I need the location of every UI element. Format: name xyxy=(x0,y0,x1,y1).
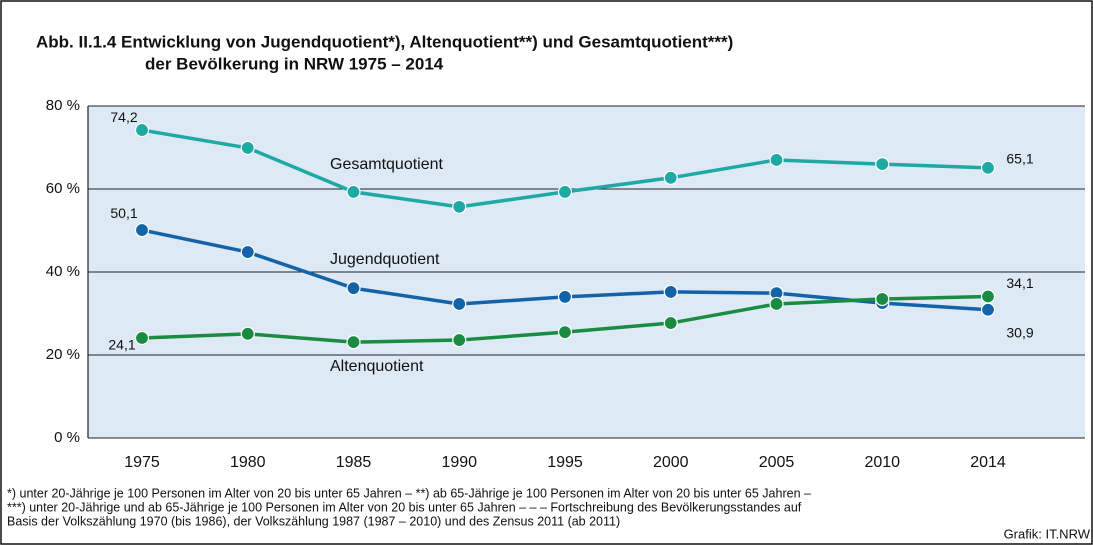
marker xyxy=(240,140,255,156)
marker xyxy=(980,160,996,175)
y-tick-label: 20 % xyxy=(46,346,80,363)
footnote: ***) unter 20-Jährige und ab 65-Jährige … xyxy=(7,500,802,514)
y-tick-label: 80 % xyxy=(46,97,80,114)
data-label: 74,2 xyxy=(110,109,137,125)
y-tick-label: 60 % xyxy=(46,180,80,197)
x-tick-label: 2000 xyxy=(653,454,689,471)
y-tick-label: 0 % xyxy=(54,429,80,446)
data-label: 65,1 xyxy=(1006,151,1033,167)
marker xyxy=(134,330,150,346)
marker xyxy=(557,325,573,340)
x-tick-label: 1990 xyxy=(441,454,477,471)
x-tick-label: 1980 xyxy=(230,454,266,471)
data-label: 24,1 xyxy=(108,337,135,353)
marker xyxy=(346,184,361,200)
marker xyxy=(769,296,784,312)
data-label: 34,1 xyxy=(1006,275,1033,291)
source: Grafik: IT.NRW xyxy=(1004,526,1091,541)
x-tick-label: 1995 xyxy=(547,454,583,471)
marker xyxy=(980,289,996,304)
marker xyxy=(134,222,150,238)
data-label: 30,9 xyxy=(1006,324,1033,340)
marker xyxy=(346,335,361,350)
chart-title: Abb. II.1.4 Entwicklung von Jugendquotie… xyxy=(36,32,733,51)
marker xyxy=(452,199,467,214)
marker xyxy=(663,284,678,300)
series-label: Jugendquotient xyxy=(330,251,440,268)
y-tick-label: 40 % xyxy=(46,263,80,280)
marker xyxy=(769,152,784,168)
marker xyxy=(663,170,678,185)
footnote: *) unter 20-Jährige je 100 Personen im A… xyxy=(7,486,811,500)
marker xyxy=(557,289,573,304)
series-label: Gesamtquotient xyxy=(330,156,444,173)
data-label: 50,1 xyxy=(110,205,137,221)
marker xyxy=(134,122,150,138)
series-label: Altenquotient xyxy=(330,358,424,375)
marks: 0 % 20 % 40 % 60 % 80 % 1975 1980 1985 1990 1995 2… xyxy=(46,97,1085,471)
x-tick-label: 1975 xyxy=(124,454,160,471)
chart-subtitle: der Bevölkerung in NRW 1975 – 2014 xyxy=(145,54,444,73)
marker xyxy=(346,281,361,296)
marker xyxy=(240,326,255,341)
marker xyxy=(557,184,573,200)
x-tick-label: 2005 xyxy=(759,454,795,471)
x-tick-label: 2010 xyxy=(864,454,900,471)
marker xyxy=(875,291,890,307)
marker xyxy=(240,244,255,260)
marker xyxy=(980,302,996,317)
x-tick-label: 1985 xyxy=(336,454,372,471)
x-tick-label: 2014 xyxy=(970,454,1006,471)
marker xyxy=(452,332,467,348)
footnote: Basis der Volkszählung 1970 (bis 1986), … xyxy=(7,514,620,528)
marker xyxy=(875,157,890,172)
marker xyxy=(452,296,467,312)
marker xyxy=(663,315,678,331)
